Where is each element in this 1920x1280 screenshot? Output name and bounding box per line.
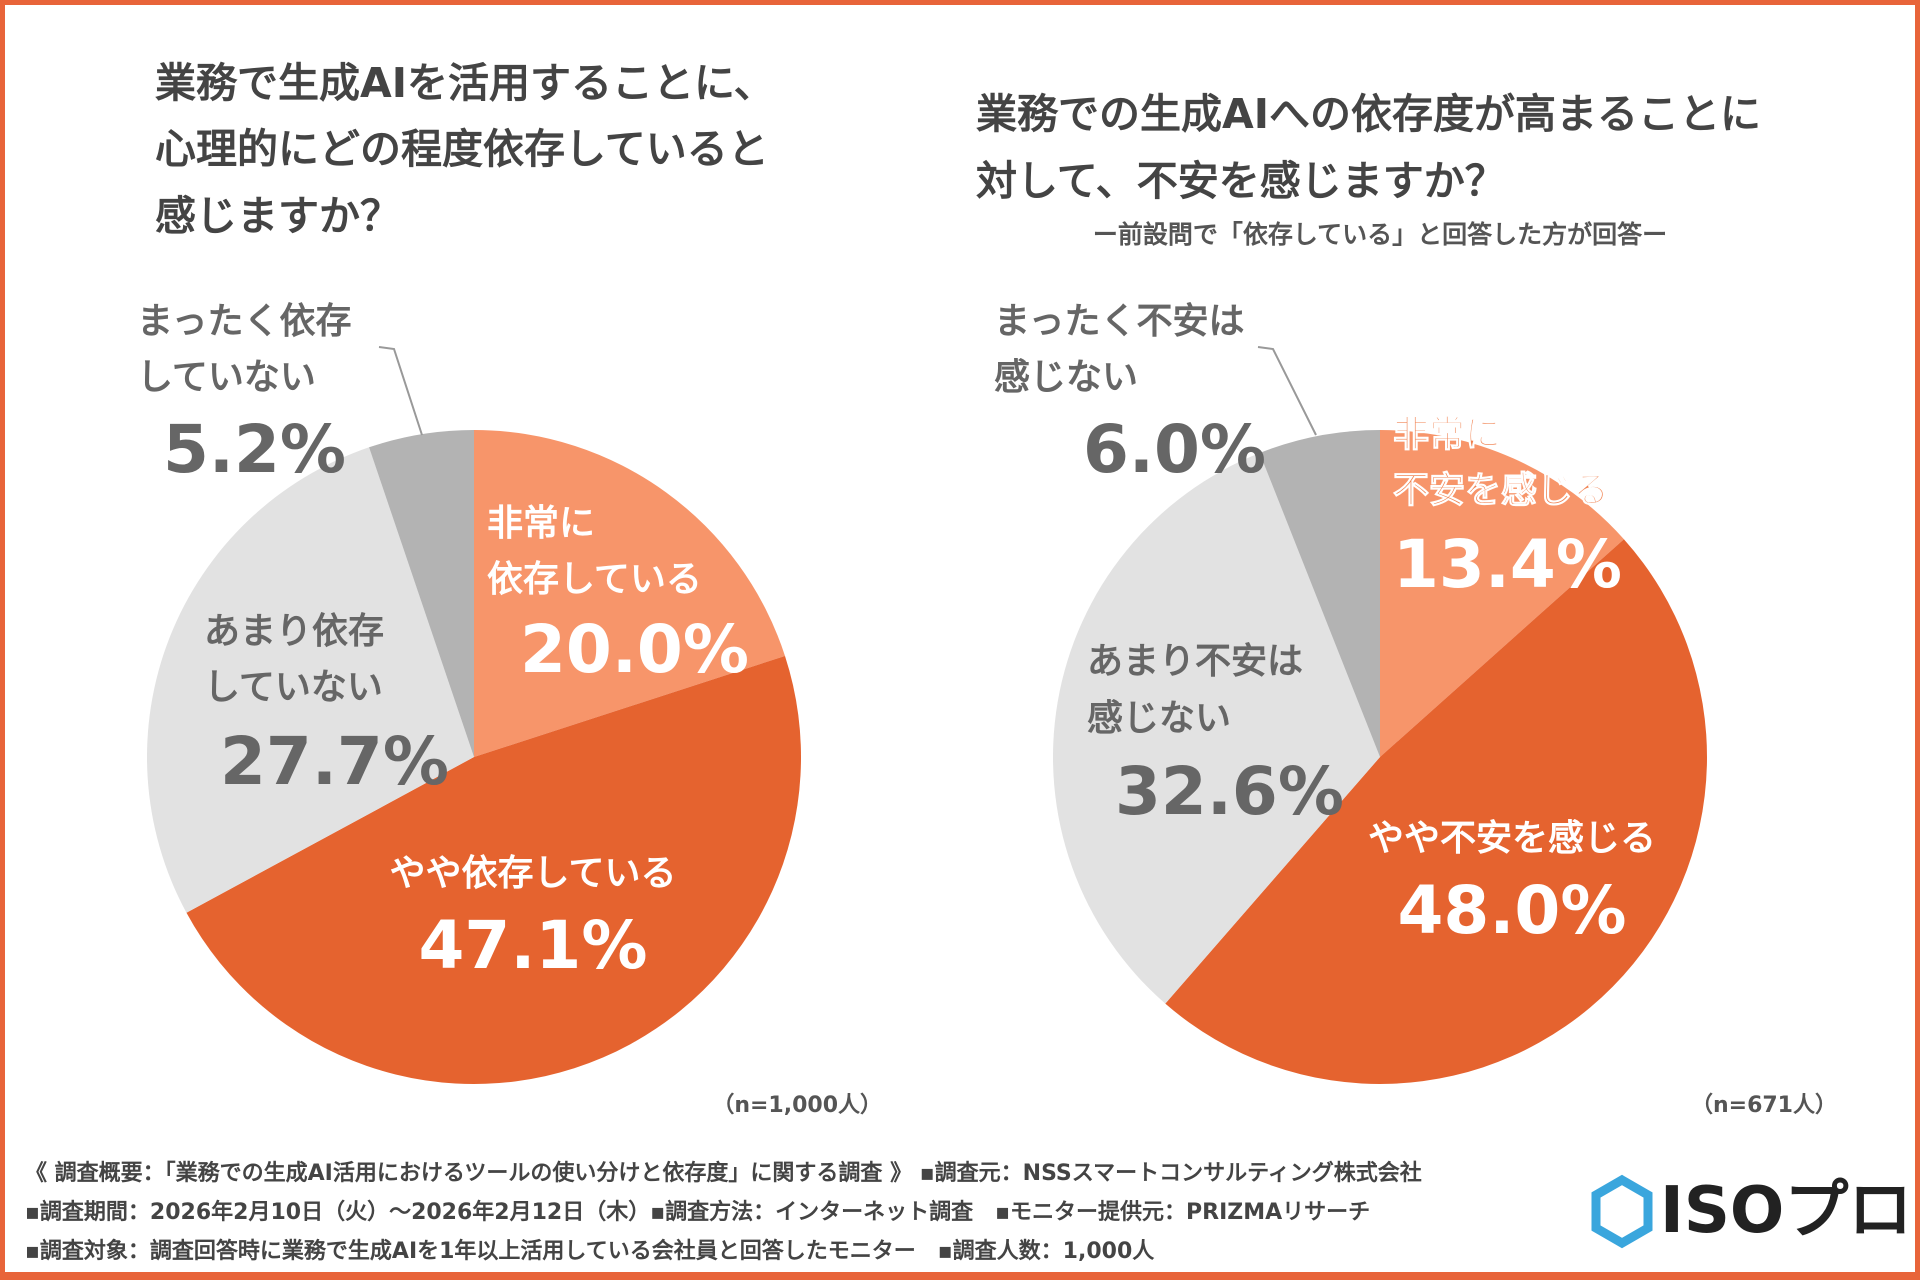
left-leader-line (378, 346, 423, 436)
right-label-notmuch: あまり不安は 感じない 32.6% (1087, 641, 1344, 830)
logo: ISOプロ (1591, 1174, 1912, 1249)
right-title-line-2: 対して、不安を感じますか？ (976, 157, 1506, 205)
svg-text:まったく依存: まったく依存 (137, 301, 352, 342)
svg-text:依存している: 依存している (487, 559, 702, 600)
left-title-line-3: 感じますか？ (155, 192, 401, 240)
right-pie (1052, 430, 1707, 1084)
left-label-notatall: まったく依存 していない 5.2% (137, 301, 352, 488)
right-subtitle: ー前設問で「依存している」と回答した方が回答ー (1093, 220, 1667, 249)
svg-text:感じない: 感じない (994, 357, 1138, 398)
svg-text:13.4%: 13.4% (1393, 526, 1622, 603)
svg-text:あまり依存: あまり依存 (204, 611, 384, 652)
left-label-very: 非常に 依存している 20.0% (487, 503, 749, 688)
svg-text:5.2%: 5.2% (163, 411, 346, 488)
right-label-very: 非常に 不安を感じる 13.4% (1393, 414, 1622, 604)
right-title-line-1: 業務での生成AIへの依存度が高まることに (976, 90, 1761, 138)
svg-text:非常に: 非常に (487, 503, 595, 544)
right-label-notatall: まったく不安は 感じない 6.0% (994, 301, 1266, 488)
right-leader-line (1257, 346, 1317, 436)
left-sample-size: （n=1,000人） (712, 1093, 882, 1118)
right-slice-very (1380, 430, 1624, 757)
hexagon-icon (1591, 1174, 1653, 1249)
left-slice-somewhat (186, 655, 801, 1085)
right-slice-somewhat (1165, 539, 1707, 1084)
svg-text:していない: していない (137, 357, 316, 398)
footer-line-3: ▪調査対象：調査回答時に業務で生成AIを1年以上活用している会社員と回答したモニ… (25, 1238, 1154, 1264)
svg-text:6.0%: 6.0% (1083, 411, 1266, 488)
footer-line-1: 《 調査概要：「業務での生成AI活用におけるツールの使い分けと依存度」に関する調… (25, 1160, 1422, 1186)
svg-text:やや不安を感じる: やや不安を感じる (1368, 818, 1656, 859)
left-title-line-2: 心理的にどの程度依存していると (155, 125, 769, 173)
left-slice-notatall (369, 430, 474, 757)
svg-text:あまり不安は: あまり不安は (1087, 641, 1303, 682)
right-sample-size: （n=671人） (1691, 1093, 1837, 1118)
left-slice-very (474, 430, 785, 757)
svg-text:やや依存している: やや依存している (390, 853, 677, 894)
svg-text:47.1%: 47.1% (419, 907, 648, 984)
left-pie (146, 430, 801, 1085)
right-slice-notmuch (1052, 452, 1380, 1004)
left-label-notmuch: あまり依存 していない 27.7% (204, 611, 449, 800)
footer-line-2: ▪調査期間：2026年2月10日（火）～2026年2月12日（木）▪調査方法：イ… (25, 1199, 1370, 1225)
svg-text:していない: していない (204, 667, 383, 708)
left-label-somewhat: やや依存している 47.1% (390, 853, 677, 984)
svg-text:32.6%: 32.6% (1115, 753, 1344, 830)
svg-text:まったく不安は: まったく不安は (994, 301, 1245, 342)
svg-text:感じない: 感じない (1087, 698, 1231, 739)
left-slice-notmuch (146, 447, 474, 913)
svg-text:不安を感じる: 不安を感じる (1393, 470, 1609, 511)
logo-text: ISOプロ (1660, 1174, 1912, 1248)
svg-text:非常に: 非常に (1393, 414, 1501, 455)
svg-text:48.0%: 48.0% (1398, 872, 1627, 949)
svg-text:20.0%: 20.0% (520, 611, 749, 688)
svg-text:27.7%: 27.7% (220, 723, 449, 800)
right-slice-notatall (1259, 430, 1380, 757)
right-label-somewhat: やや不安を感じる 48.0% (1368, 818, 1656, 949)
left-title-line-1: 業務で生成AIを活用することに、 (155, 59, 775, 107)
